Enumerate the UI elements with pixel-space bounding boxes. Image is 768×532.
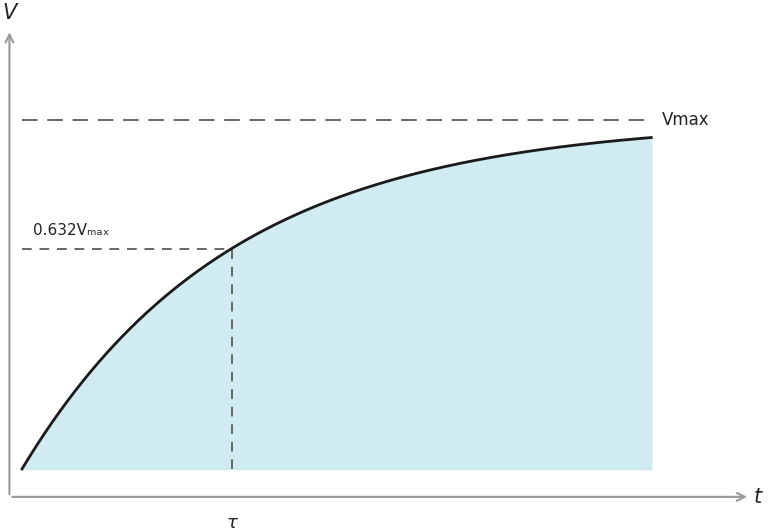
Text: Vmax: Vmax [662, 111, 710, 129]
Text: V: V [2, 3, 17, 22]
Text: τ: τ [227, 514, 237, 532]
Text: 0.632Vₘₐₓ: 0.632Vₘₐₓ [32, 223, 109, 238]
Text: t: t [754, 487, 762, 507]
